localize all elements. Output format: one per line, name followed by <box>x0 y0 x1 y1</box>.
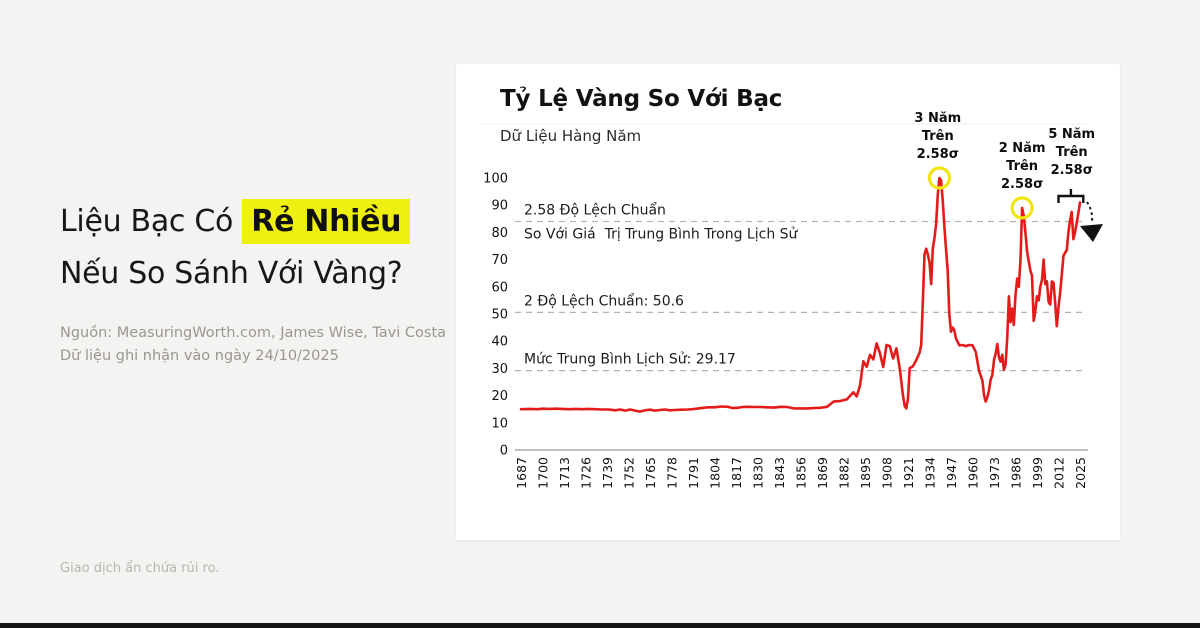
sigma-annotation-label: 2.58σ <box>1051 163 1093 178</box>
x-tick-label: 1999 <box>1030 457 1045 489</box>
y-tick-label: 60 <box>491 280 508 295</box>
ratio-line <box>519 176 1082 413</box>
sigma-annotation-label: 2.58σ <box>917 147 959 162</box>
range-bracket <box>1057 189 1085 203</box>
x-tick-label: 1778 <box>665 457 680 489</box>
x-tick-label: 1947 <box>944 457 959 489</box>
left-panel: Liệu Bạc Có Rẻ Nhiều Nếu So Sánh Với Vàn… <box>60 196 470 368</box>
headline-line1-prefix: Liệu Bạc Có <box>60 204 243 239</box>
x-tick-label: 1765 <box>643 457 658 489</box>
x-tick-label: 1895 <box>858 457 873 489</box>
sigma-highlight-circle <box>1010 196 1034 220</box>
reference-line-label: So Với Giá Trị Trung Bình Trong Lịch Sử <box>524 227 799 243</box>
dotted-arrow-line <box>1086 201 1094 223</box>
y-tick-label: 50 <box>491 308 508 323</box>
sigma-annotation-label: 3 Năm <box>914 111 961 126</box>
x-tick-label: 1869 <box>815 457 830 489</box>
x-tick-label: 2025 <box>1073 457 1088 489</box>
x-tick-label: 1960 <box>966 457 981 489</box>
sigma-annotation-label: 2.58σ <box>1001 177 1043 192</box>
reference-line-label: Mức Trung Bình Lịch Sử: 29.17 <box>524 352 736 368</box>
x-tick-label: 1726 <box>579 457 594 489</box>
arrow-head-icon <box>1080 224 1103 242</box>
disclaimer: Giao dịch ẩn chứa rủi ro. <box>60 561 220 576</box>
bottom-bar <box>0 623 1200 628</box>
x-tick-label: 1830 <box>751 457 766 489</box>
x-tick-label: 2012 <box>1052 457 1067 489</box>
y-tick-label: 70 <box>491 253 508 268</box>
reference-line-label: 2 Độ Lệch Chuẩn: 50.6 <box>524 292 684 309</box>
x-tick-label: 1908 <box>880 457 895 489</box>
x-tick-label: 1700 <box>536 457 551 489</box>
y-tick-label: 100 <box>483 172 508 187</box>
y-tick-label: 30 <box>491 362 508 377</box>
sigma-highlight-circle <box>927 166 952 190</box>
x-tick-label: 1843 <box>772 457 787 489</box>
x-tick-label: 1817 <box>729 457 744 489</box>
chart-subtitle: Dữ Liệu Hàng Năm <box>500 127 642 145</box>
x-tick-label: 1882 <box>837 457 852 489</box>
x-tick-label: 1804 <box>708 457 723 489</box>
y-tick-label: 20 <box>491 389 508 404</box>
y-tick-label: 80 <box>491 226 508 241</box>
y-tick-label: 90 <box>491 199 508 214</box>
y-tick-label: 40 <box>491 335 508 350</box>
headline: Liệu Bạc Có Rẻ Nhiều Nếu So Sánh Với Vàn… <box>60 196 470 300</box>
x-tick-label: 1973 <box>987 457 1002 489</box>
x-tick-label: 1791 <box>686 457 701 489</box>
x-tick-label: 1921 <box>901 457 916 489</box>
x-tick-label: 1687 <box>514 457 529 489</box>
x-tick-label: 1752 <box>622 457 637 489</box>
chart-title: Tỷ Lệ Vàng So Với Bạc <box>500 86 783 112</box>
ratio-chart: 2.58 Độ Lệch Chuẩn So Với Giá Trị Trung B… <box>480 111 1103 489</box>
reference-line-label: 2.58 Độ Lệch Chuẩn <box>524 202 666 219</box>
source-text: Nguồn: MeasuringWorth.com, James Wise, T… <box>60 322 470 368</box>
x-tick-label: 1986 <box>1009 457 1024 489</box>
x-tick-label: 1713 <box>557 457 572 489</box>
source-line1: Nguồn: MeasuringWorth.com, James Wise, T… <box>60 325 447 341</box>
sigma-annotation-label: Trên <box>1056 145 1088 160</box>
x-tick-label: 1739 <box>600 457 615 489</box>
x-tick-label: 1934 <box>923 457 938 489</box>
sigma-annotation-label: 2 Năm <box>999 141 1046 156</box>
sigma-annotation-label: 5 Năm <box>1048 127 1095 142</box>
y-tick-label: 10 <box>491 416 508 431</box>
headline-highlight: Rẻ Nhiều <box>242 199 411 244</box>
y-tick-label: 0 <box>500 444 508 459</box>
chart-card: 2.58 Độ Lệch Chuẩn So Với Giá Trị Trung B… <box>456 64 1120 540</box>
sigma-annotation-label: Trên <box>1006 159 1038 174</box>
source-line2: Dữ liệu ghi nhận vào ngày 24/10/2025 <box>60 348 339 364</box>
headline-line2: Nếu So Sánh Với Vàng? <box>60 256 403 291</box>
x-tick-label: 1856 <box>794 457 809 489</box>
sigma-annotation-label: Trên <box>922 129 954 144</box>
